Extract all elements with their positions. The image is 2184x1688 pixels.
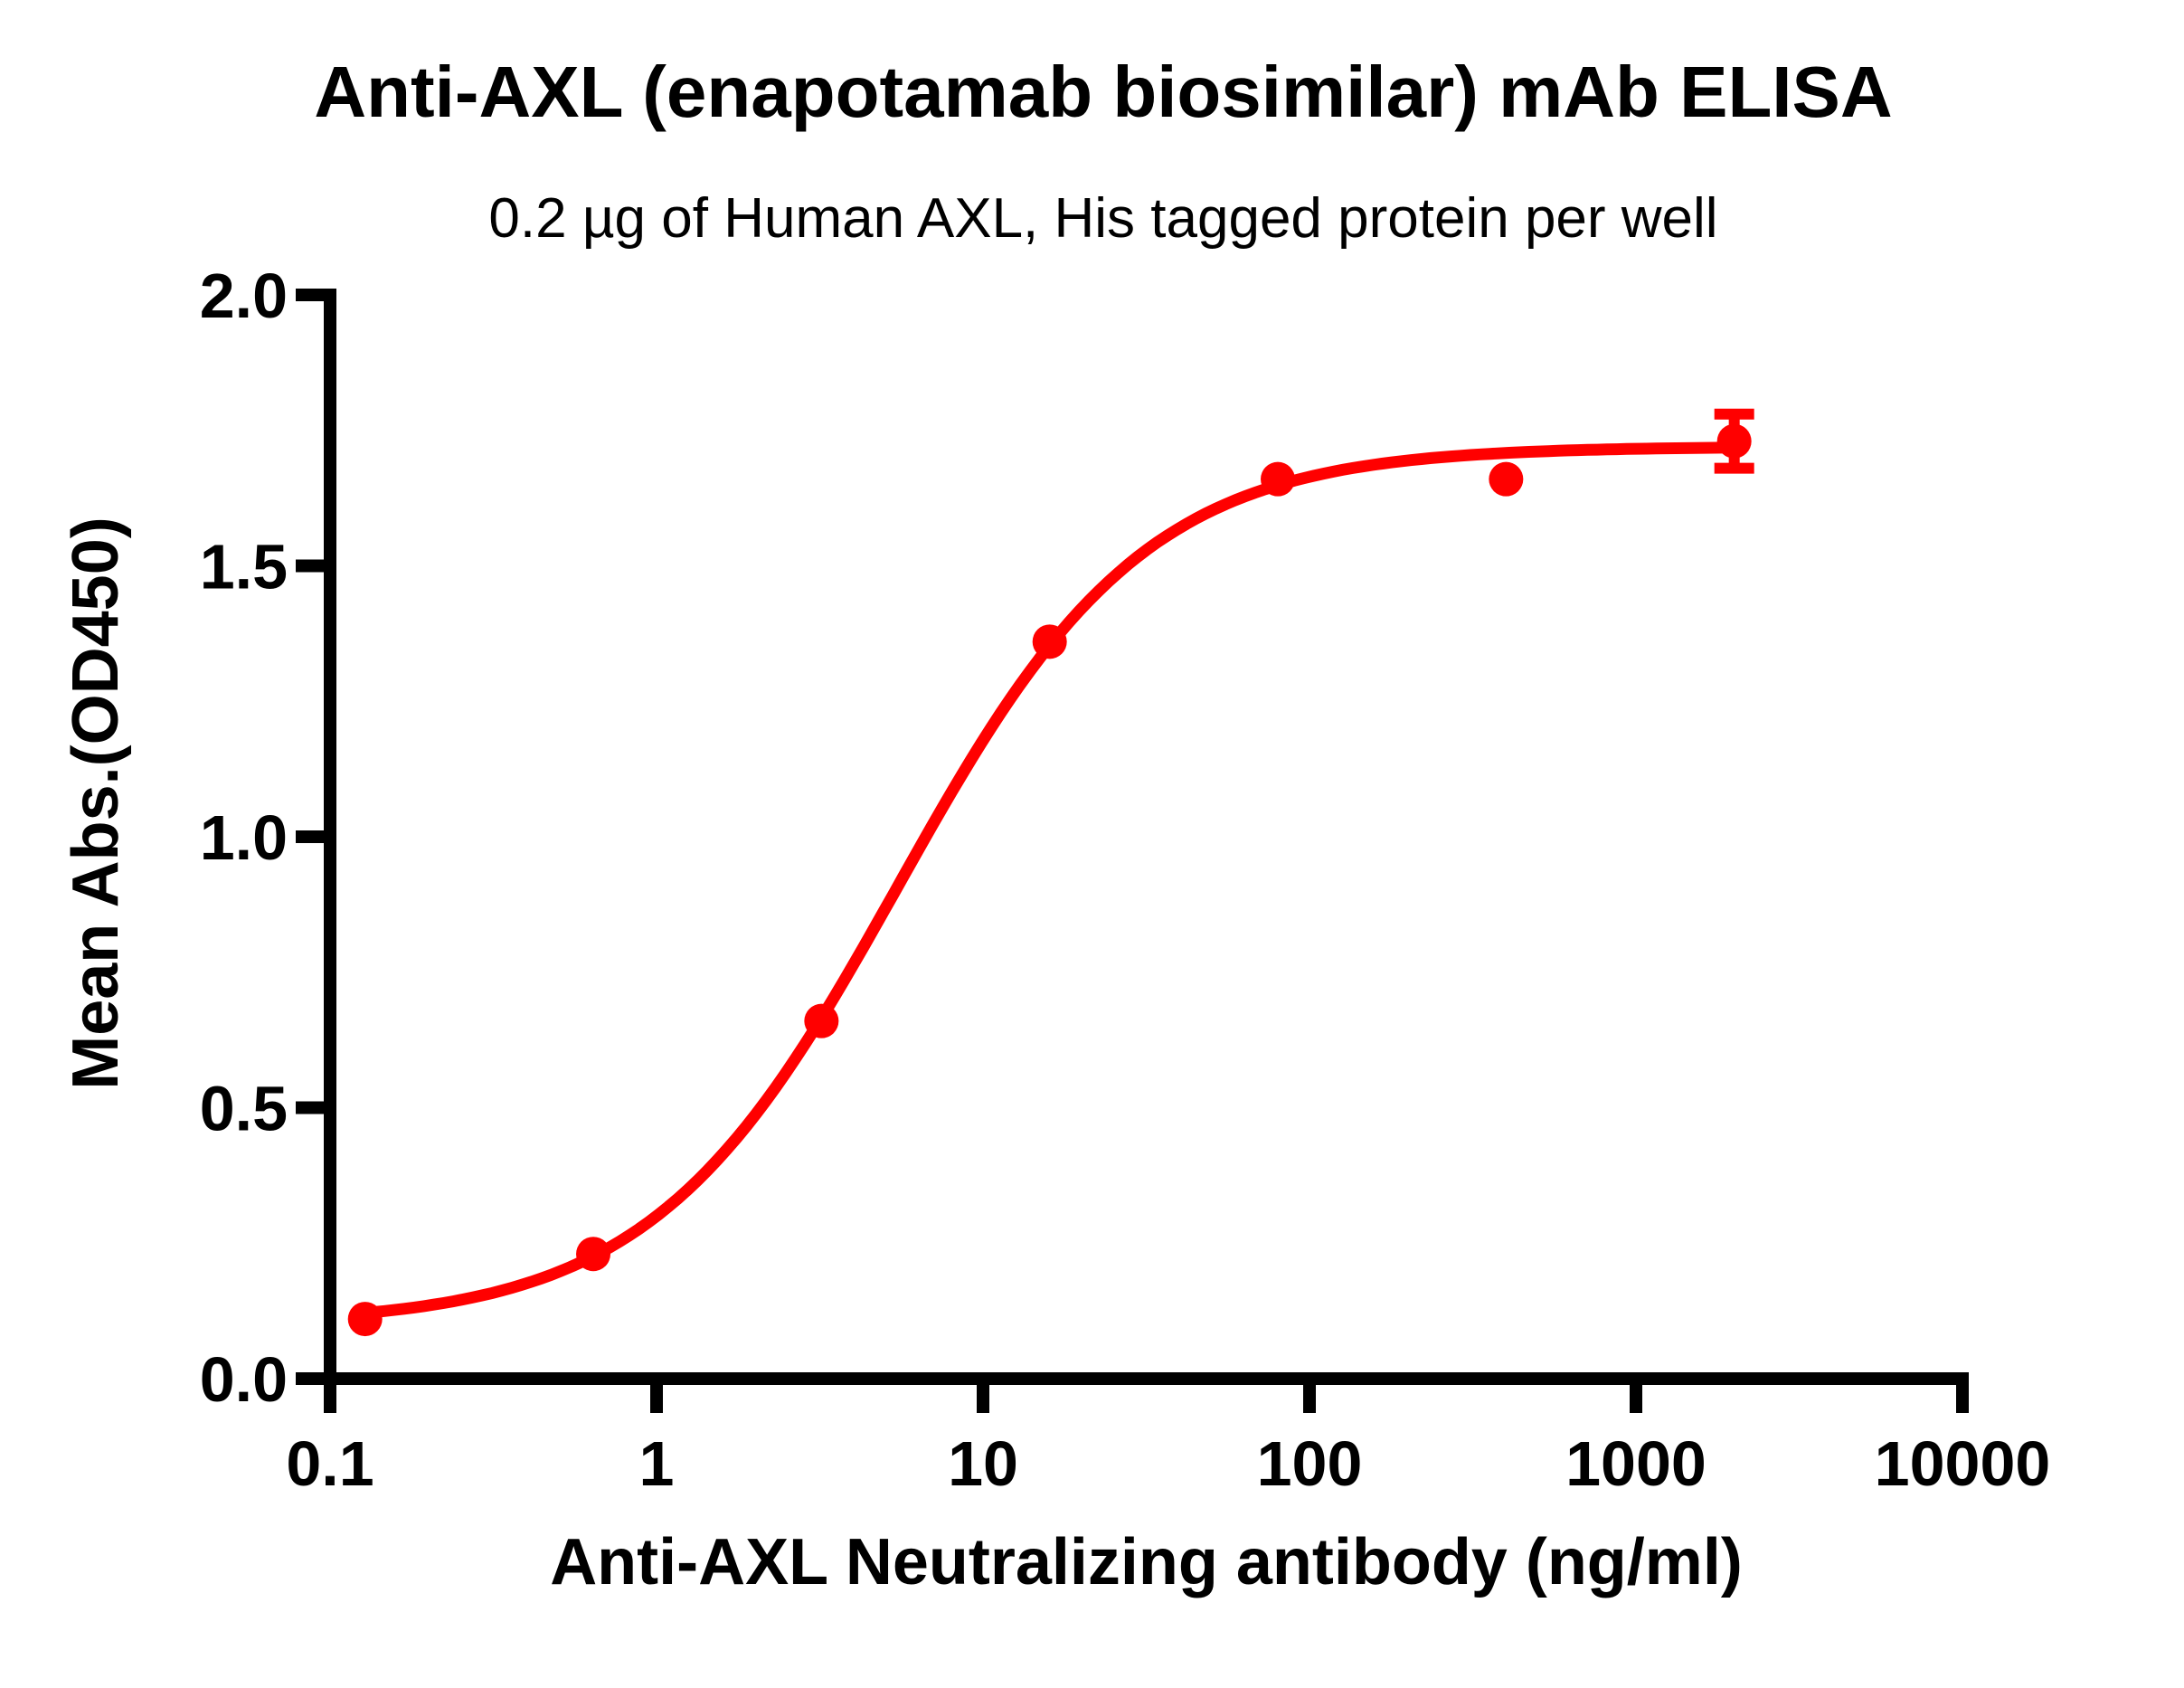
y-tick-label: 0.0: [200, 1344, 288, 1415]
chart-subtitle: 0.2 µg of Human AXL, His tagged protein …: [488, 187, 1718, 250]
x-tick-label: 0.1: [286, 1428, 373, 1499]
y-axis-title: Mean Abs.(OD450): [60, 517, 132, 1090]
chart-title: Anti-AXL (enapotamab biosimilar) mAb ELI…: [314, 52, 1893, 132]
x-tick-label: 10: [948, 1428, 1018, 1499]
data-point: [1032, 624, 1067, 659]
x-tick-label: 1000: [1565, 1428, 1707, 1499]
y-tick-label: 1.5: [200, 532, 288, 602]
x-tick-label: 1: [639, 1428, 675, 1499]
y-tick-label: 2.0: [200, 261, 288, 331]
data-point: [1261, 461, 1296, 497]
x-tick-label: 10000: [1875, 1428, 2051, 1499]
data-point: [1716, 423, 1752, 459]
data-point: [576, 1237, 611, 1272]
data-point: [1489, 461, 1524, 497]
data-point: [347, 1302, 383, 1337]
data-point: [804, 1003, 839, 1038]
fit-curve: [359, 441, 1741, 1319]
y-tick-label: 1.0: [200, 802, 288, 873]
y-tick-label: 0.5: [200, 1074, 288, 1144]
x-tick-label: 100: [1257, 1428, 1363, 1499]
x-axis-title: Anti-AXL Neutralizing antibody (ng/ml): [550, 1526, 1743, 1598]
